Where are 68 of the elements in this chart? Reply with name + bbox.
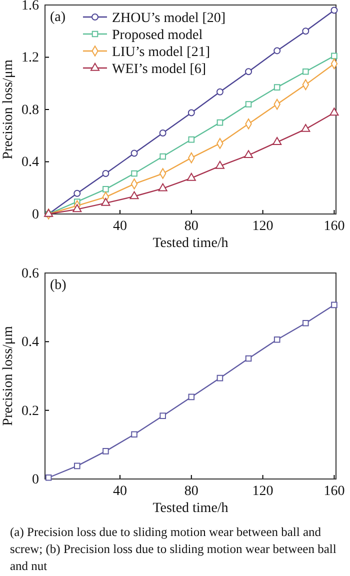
x-tick-label: 160 <box>324 484 345 499</box>
point <box>302 28 310 35</box>
point <box>331 52 338 60</box>
point <box>74 462 80 470</box>
point <box>274 47 281 54</box>
point <box>244 150 254 158</box>
text: (a) Precision loss due to sliding motion wear between ball and screw; (b) Precision loss due to sliding motion wear between ball and nut <box>10 525 337 573</box>
point <box>160 153 166 160</box>
y-axis-title: Precision loss/μm <box>1 326 16 426</box>
point <box>302 68 309 75</box>
y-tick-label: 1.6 <box>22 0 39 14</box>
point <box>158 183 168 192</box>
y-tick-label: 0 <box>32 207 39 222</box>
point <box>102 448 109 454</box>
legend-label: WEI’s model [6] <box>112 62 206 77</box>
point <box>216 374 224 382</box>
y-axis-title: Precision loss/μm <box>1 60 16 160</box>
x-tick-label: 160 <box>324 218 345 234</box>
x-tick-label: 80 <box>184 218 198 234</box>
point <box>274 84 280 90</box>
point <box>245 355 252 362</box>
x-tick-label: 40 <box>112 218 127 234</box>
legend-label: Proposed model <box>112 28 203 43</box>
x-tick-label: 40 <box>112 484 127 499</box>
y-tick-label: 0 <box>32 472 39 488</box>
x-tick-label: 120 <box>252 218 274 234</box>
annotation: (b) <box>50 278 67 293</box>
point <box>131 431 138 438</box>
point <box>72 204 82 212</box>
x-tick-label: 120 <box>252 484 274 499</box>
point <box>131 170 138 177</box>
y-tick-label: 0.2 <box>22 404 39 419</box>
legend-label: LIU’s model [21] <box>112 45 210 60</box>
point <box>330 6 338 14</box>
point <box>216 88 224 96</box>
point <box>301 124 310 132</box>
point <box>102 170 110 177</box>
x-axis-title: Tested time/h <box>152 236 228 251</box>
y-tick-label: 1.2 <box>22 50 39 66</box>
y-tick-label: 0.4 <box>22 335 39 350</box>
y-tick-label: 0.8 <box>22 102 39 118</box>
annotation: (a) <box>50 10 66 25</box>
point <box>331 302 338 308</box>
point <box>74 190 81 197</box>
point <box>245 101 252 108</box>
legend-label: ZHOU’s model [20] <box>112 11 226 26</box>
point <box>272 137 282 145</box>
point <box>188 109 195 116</box>
point <box>186 172 196 181</box>
point <box>245 68 252 76</box>
point <box>215 160 224 169</box>
point <box>101 198 110 206</box>
point <box>160 412 166 419</box>
y-tick-label: 0.6 <box>22 266 39 282</box>
y-tick-label: 0.4 <box>22 155 39 170</box>
point <box>188 136 195 143</box>
point <box>274 336 280 343</box>
x-tick-label: 80 <box>184 484 198 499</box>
point <box>130 150 138 157</box>
point <box>45 474 52 481</box>
point <box>302 320 309 326</box>
point <box>159 130 166 136</box>
point <box>330 108 339 116</box>
point <box>102 186 109 192</box>
x-axis-title: Tested time/h <box>152 501 228 516</box>
point <box>216 119 224 126</box>
point <box>188 394 195 400</box>
point <box>130 191 139 200</box>
